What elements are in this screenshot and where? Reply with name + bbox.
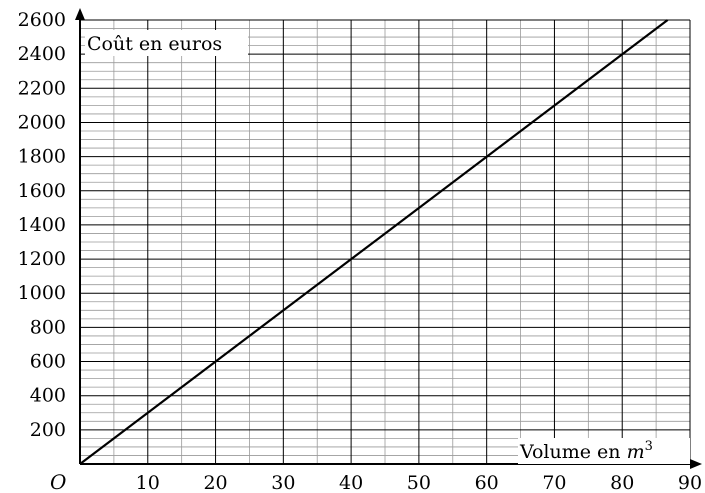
y-tick-label: 600 xyxy=(30,351,66,373)
y-tick-label: 2000 xyxy=(18,111,66,133)
x-tick-label: 40 xyxy=(339,472,363,493)
y-axis-title-background xyxy=(85,30,248,56)
origin-label: O xyxy=(50,470,66,493)
y-tick-label: 1800 xyxy=(18,146,66,168)
tick-labels: 10 20 30 40 50 60 70 80 90 200 400 600 800 1000 1200 14… xyxy=(18,9,702,493)
y-axis-arrow-icon xyxy=(75,8,85,20)
y-tick-label: 2200 xyxy=(18,77,66,99)
y-axis-title: Coût en euros xyxy=(87,33,222,55)
y-tick-label: 1000 xyxy=(18,282,66,304)
x-tick-label: 50 xyxy=(407,472,431,493)
x-tick-label: 60 xyxy=(475,472,499,493)
x-axis-title-exponent: 3 xyxy=(645,439,653,454)
x-tick-label: 20 xyxy=(203,472,227,493)
x-axis-title-background xyxy=(518,438,690,464)
x-axis-arrow-icon xyxy=(690,459,702,469)
x-axis-title-prefix: Volume en xyxy=(519,441,627,463)
y-tick-label: 2600 xyxy=(18,9,66,31)
x-axis-title-variable: m xyxy=(627,441,645,463)
x-tick-label: 90 xyxy=(678,472,702,493)
y-tick-label: 400 xyxy=(30,385,66,407)
x-tick-label: 80 xyxy=(610,472,634,493)
x-tick-label: 30 xyxy=(271,472,295,493)
x-tick-label: 10 xyxy=(136,472,160,493)
minor-grid xyxy=(80,20,690,464)
y-tick-label: 1400 xyxy=(18,214,66,236)
y-tick-label: 1600 xyxy=(18,180,66,202)
y-tick-label: 200 xyxy=(30,419,66,441)
axis-titles: Coût en euros Volume en m3 O xyxy=(50,30,690,493)
x-axis-title: Volume en m3 xyxy=(519,439,653,463)
x-tick-label: 70 xyxy=(542,472,566,493)
series-layer xyxy=(79,19,669,465)
y-tick-label: 1200 xyxy=(18,248,66,270)
y-tick-label: 2400 xyxy=(18,43,66,65)
axes xyxy=(75,8,702,469)
series-line xyxy=(79,19,669,465)
y-tick-label: 800 xyxy=(30,316,66,338)
